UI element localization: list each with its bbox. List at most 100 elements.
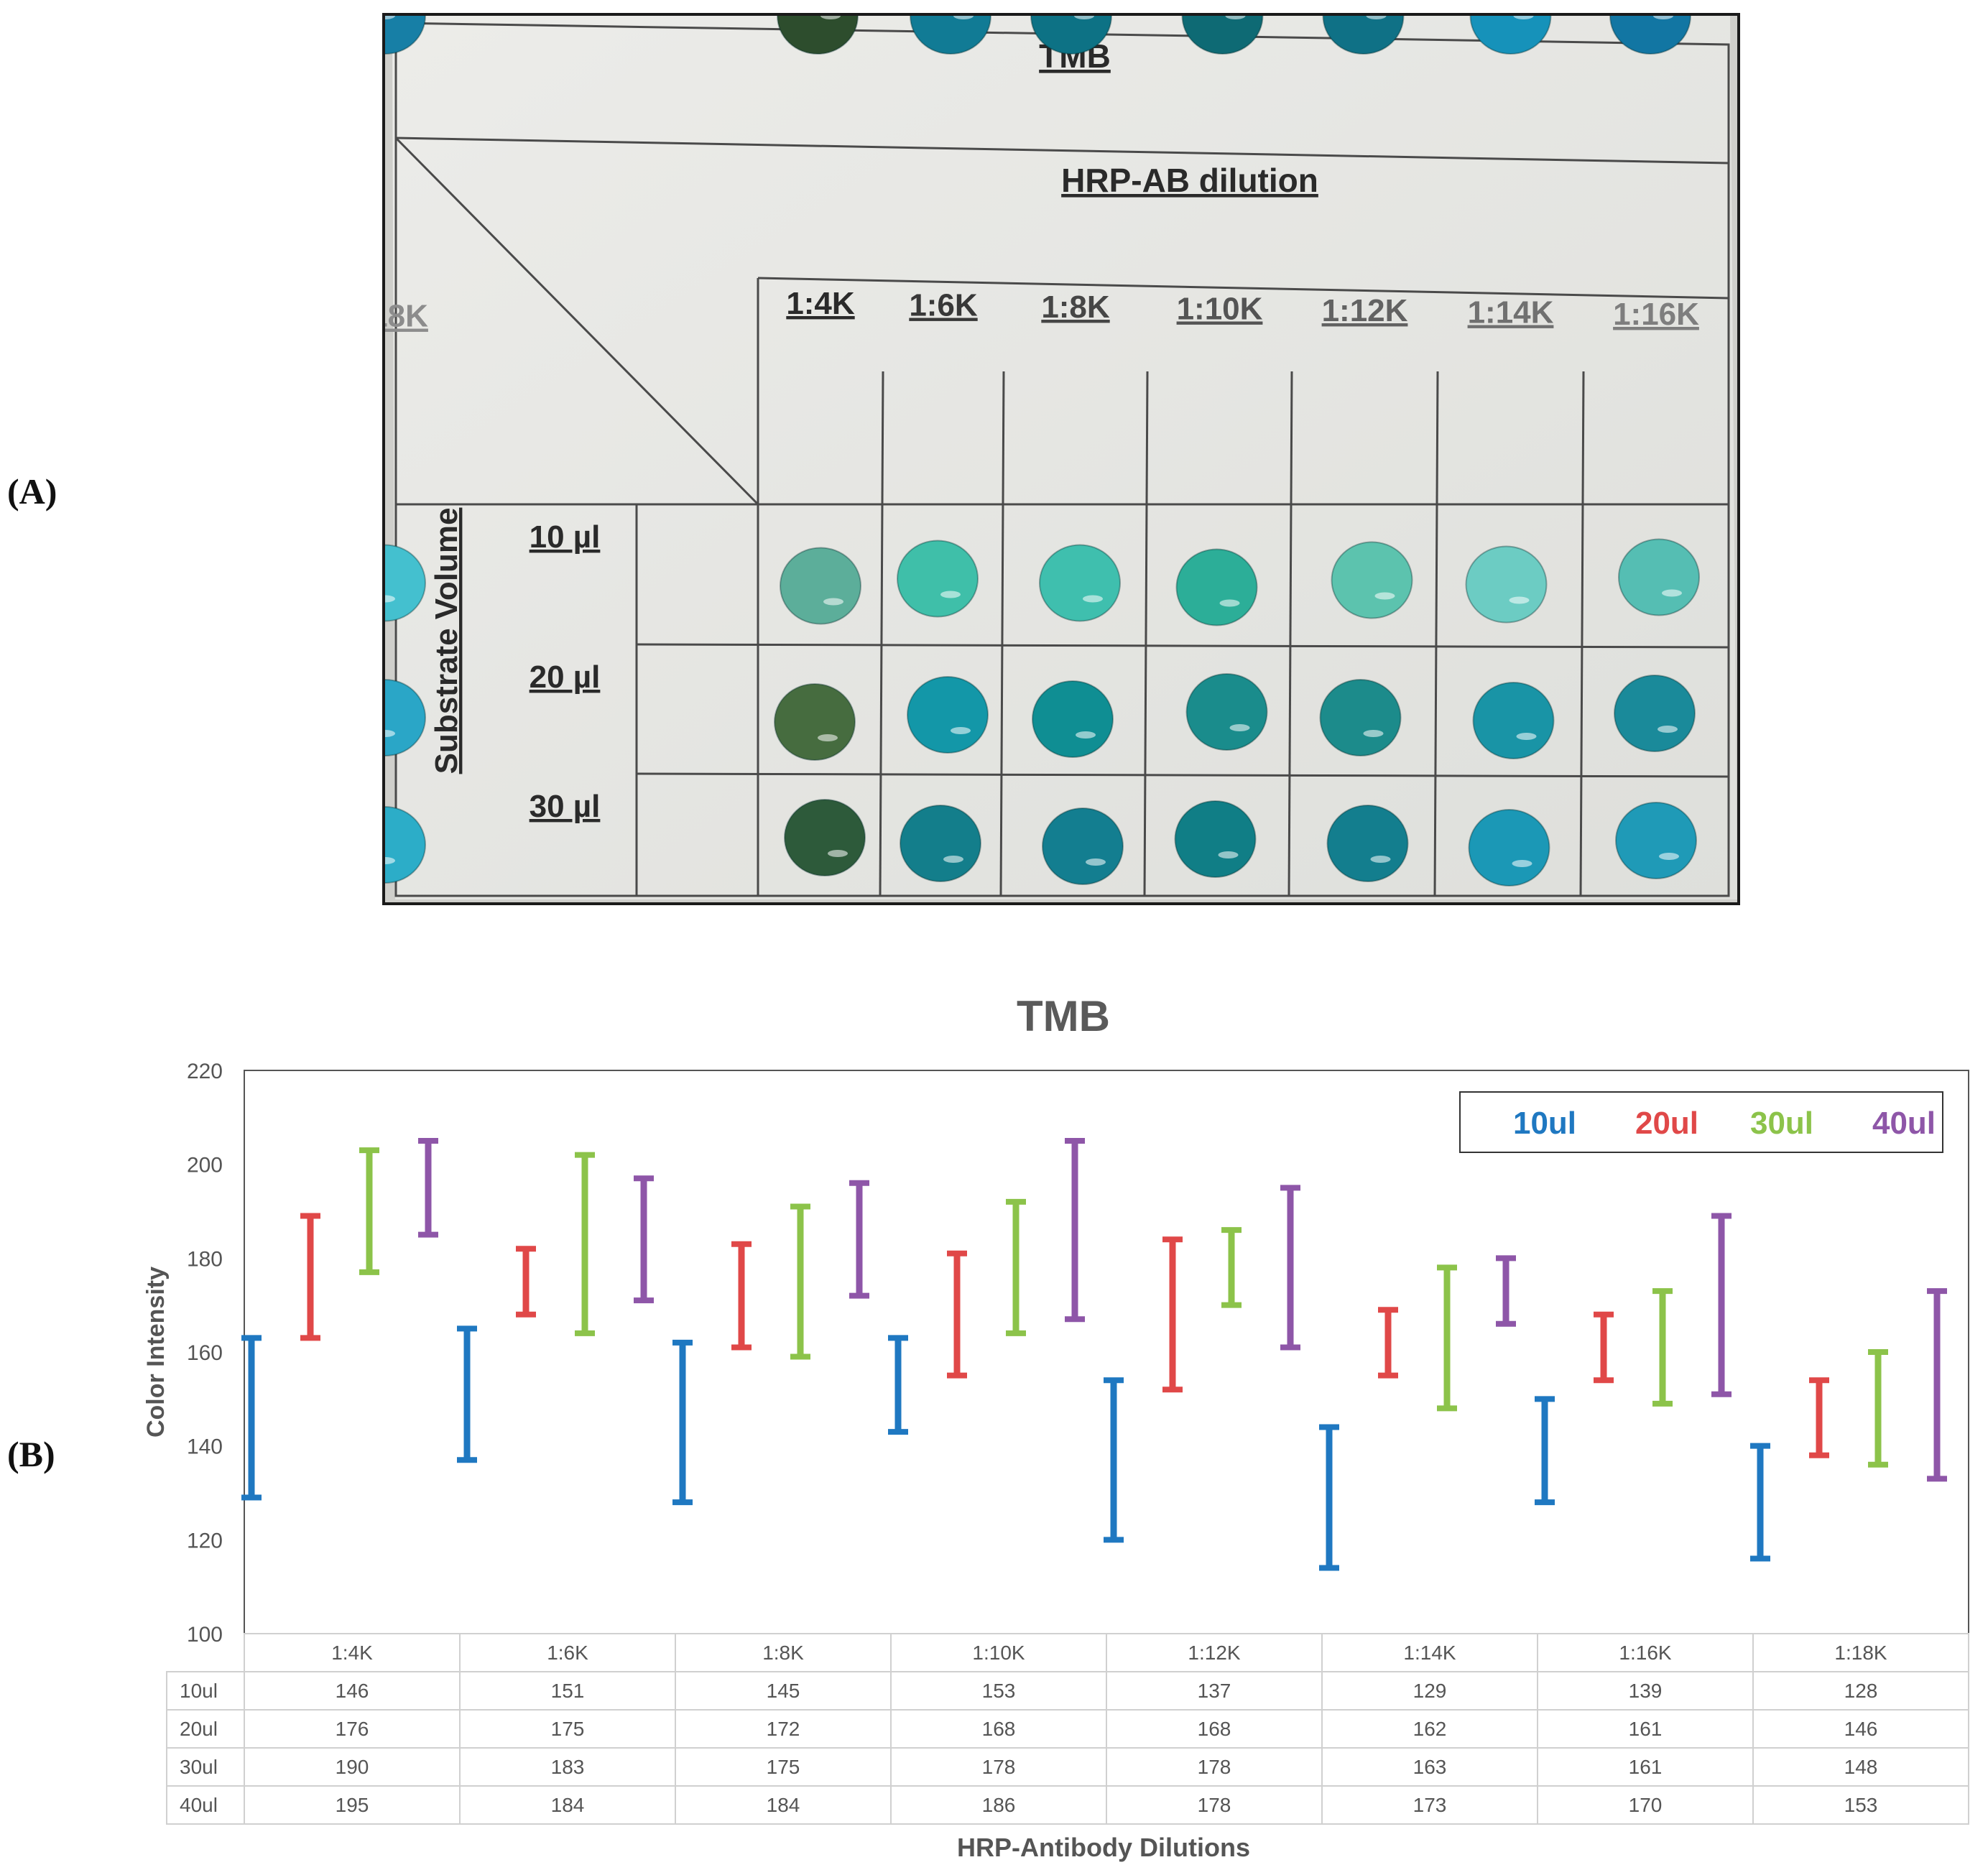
table-cell: 173 [1413, 1794, 1447, 1816]
reaction-spot [1032, 680, 1114, 758]
y-tick-label: 180 [187, 1247, 223, 1271]
range-bar-20ul [300, 1213, 320, 1341]
table-cell: 184 [551, 1794, 585, 1816]
range-bar-10ul [241, 1335, 262, 1501]
grid-line [999, 371, 1005, 897]
spot-highlight [1509, 596, 1530, 604]
spot-highlight [385, 595, 395, 603]
grid-line [879, 371, 884, 897]
spot-highlight [953, 16, 974, 19]
table-cell: 172 [767, 1718, 800, 1740]
plot-area [244, 1070, 1969, 1634]
reaction-spot [1468, 809, 1550, 887]
volume-label: 10 µl [530, 519, 601, 555]
reaction-spot [910, 16, 991, 55]
x-tick-label: 1:6K [547, 1642, 588, 1664]
x-tick-label: 1:4K [331, 1642, 373, 1664]
table-cell: 161 [1629, 1756, 1663, 1778]
reaction-spot [907, 676, 989, 754]
range-bar-10ul [1750, 1443, 1770, 1562]
grid-line [1143, 371, 1149, 897]
range-bar-20ul [1809, 1377, 1829, 1458]
spot-highlight [1659, 853, 1679, 860]
tmb-spot-photo: TMB HRP-AB dilution Substrate Volume 1:4… [382, 13, 1740, 905]
x-axis-label: HRP-Antibody Dilutions [957, 1833, 1250, 1862]
spot-highlight [1219, 599, 1240, 607]
volume-label: 20 µl [530, 659, 601, 695]
spot-highlight [1662, 589, 1682, 597]
spot-highlight [943, 856, 963, 863]
paper-sheet [392, 16, 1737, 899]
reaction-spot [1181, 16, 1264, 55]
header-divider [757, 277, 1729, 300]
reaction-spot [1042, 807, 1124, 885]
reaction-spot [897, 540, 979, 618]
range-bar-10ul [888, 1335, 908, 1435]
x-tick-label: 1:18K [1834, 1642, 1887, 1664]
chart-title: TMB [1017, 992, 1110, 1040]
spot-highlight [1363, 730, 1384, 737]
range-bar-40ul [849, 1180, 869, 1299]
spot-highlight [1225, 16, 1246, 19]
reaction-spot [1174, 800, 1257, 878]
range-bar-40ul [1711, 1213, 1732, 1397]
y-tick-label: 200 [187, 1154, 223, 1177]
reaction-spot [1039, 544, 1121, 622]
y-tick-label: 120 [187, 1529, 223, 1552]
range-bar-20ul [1162, 1236, 1183, 1393]
spot-highlight [820, 16, 841, 19]
range-bar-10ul [672, 1339, 693, 1506]
spot-highlight [1076, 731, 1096, 739]
reaction-spot [1326, 805, 1409, 882]
reaction-spot [1615, 802, 1697, 879]
table-cell: 178 [1198, 1756, 1231, 1778]
reaction-spot [385, 679, 426, 756]
y-tick-label: 100 [187, 1623, 223, 1647]
grid-line [1433, 371, 1439, 897]
spot-highlight [951, 727, 971, 734]
dilution-label: 1:12K [1322, 293, 1408, 328]
range-bar-10ul [457, 1325, 477, 1463]
panel-label-a: (A) [7, 471, 57, 512]
table-cell: 175 [767, 1756, 800, 1778]
range-bar-20ul [731, 1241, 752, 1351]
spot-highlight [1513, 16, 1534, 19]
spot-highlight [385, 857, 395, 864]
range-bar-30ul [1006, 1198, 1026, 1336]
x-tick-label: 1:16K [1619, 1642, 1671, 1664]
volume-label: 30 µl [530, 789, 601, 824]
range-bar-40ul [1927, 1288, 1947, 1482]
dilution-label: 1:6K [909, 288, 978, 323]
spot-highlight [1083, 595, 1103, 603]
table-cell: 128 [1844, 1680, 1878, 1702]
title-divider [395, 136, 1729, 165]
table-cell: 168 [982, 1718, 1016, 1740]
range-bar-30ul [1868, 1349, 1888, 1468]
table-cell: 186 [982, 1794, 1016, 1816]
x-tick-label: 1:14K [1403, 1642, 1456, 1664]
reaction-spot [1030, 16, 1112, 55]
reaction-spot [1614, 675, 1696, 752]
dilution-label: 1:16K [1613, 297, 1699, 332]
y-tick-label: 160 [187, 1341, 223, 1365]
range-bar-30ul [1652, 1288, 1673, 1407]
dilution-label: 1:18K [385, 299, 428, 334]
table-cell: 146 [1844, 1718, 1878, 1740]
table-cell: 184 [767, 1794, 800, 1816]
range-bar-40ul [418, 1138, 438, 1238]
data-table: 1:4K 1:6K 1:8K 1:10K 1:12K 1:14K 1:16K 1:18K 10u… [166, 1633, 1969, 1825]
dilution-label: 1:14K [1468, 295, 1554, 330]
spot-highlight [1366, 16, 1387, 19]
reaction-spot [385, 544, 426, 622]
y-tick-label: 220 [187, 1060, 223, 1083]
reaction-spot [385, 16, 426, 55]
legend-entry: 10ul [1513, 1106, 1576, 1141]
legend-entry: 30ul [1750, 1106, 1813, 1141]
range-bar-30ul [359, 1147, 379, 1275]
range-bar-10ul [1104, 1377, 1124, 1543]
substrate-volume-header: Substrate Volume [429, 508, 464, 774]
table-cell: 195 [336, 1794, 369, 1816]
reaction-spot [1609, 16, 1691, 55]
table-cell: 168 [1198, 1718, 1231, 1740]
y-axis-label: Color Intensity [142, 1267, 170, 1438]
